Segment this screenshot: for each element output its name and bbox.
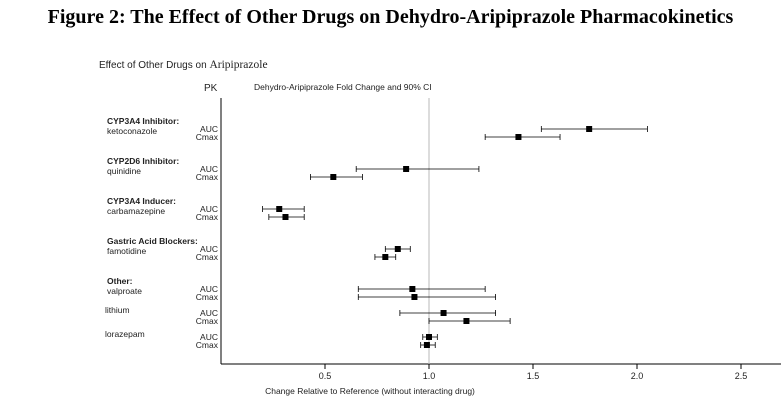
series-header: Dehydro-Aripiprazole Fold Change and 90%… (254, 82, 432, 92)
drug-label: valproate (107, 286, 142, 296)
point-estimate-marker (382, 254, 389, 260)
point-estimate-marker (515, 134, 522, 140)
point-estimate-marker (282, 214, 289, 220)
x-tick-label: 1.0 (423, 371, 436, 381)
drug-label: lorazepam (105, 329, 145, 339)
pk-label: AUC (200, 284, 218, 294)
pk-label: AUC (200, 308, 218, 318)
pk-label: Cmax (196, 252, 219, 262)
figure-title: Figure 2: The Effect of Other Drugs on D… (47, 6, 734, 28)
pk-label: Cmax (196, 316, 219, 326)
pk-label: AUC (200, 332, 218, 342)
x-axis-label: Change Relative to Reference (without in… (265, 386, 475, 396)
pk-label: Cmax (196, 340, 219, 350)
group-category-label: CYP3A4 Inhibitor: (107, 116, 179, 126)
pk-label: AUC (200, 124, 218, 134)
pk-label: Cmax (196, 132, 219, 142)
pk-label: Cmax (196, 212, 219, 222)
drug-label: lithium (105, 305, 130, 315)
group-category-label: CYP3A4 Inducer: (107, 196, 176, 206)
x-tick-label: 1.5 (527, 371, 540, 381)
x-tick-label: 2.0 (631, 371, 644, 381)
pk-column-header: PK (204, 83, 218, 94)
drug-label: quinidine (107, 166, 141, 176)
pk-label: Cmax (196, 292, 219, 302)
plot-layer: 0.51.01.52.02.53.0CYP3A4 Inhibitor:ketoc… (105, 98, 781, 381)
group-category-label: Gastric Acid Blockers: (107, 236, 198, 246)
x-tick-label: 2.5 (735, 371, 748, 381)
point-estimate-marker (330, 174, 337, 180)
chart-title-drug: Aripiprazole (209, 59, 267, 71)
x-tick-label: 0.5 (319, 371, 332, 381)
point-estimate-marker (426, 334, 432, 340)
point-estimate-marker (276, 206, 283, 212)
point-estimate-marker (394, 246, 401, 252)
point-estimate-marker (463, 318, 470, 324)
chart-title-prefix: Effect of Other Drugs on (99, 60, 209, 71)
point-estimate-marker (586, 126, 593, 132)
point-estimate-marker (440, 310, 447, 316)
group-category-label: CYP2D6 Inhibitor: (107, 156, 179, 166)
pk-label: AUC (200, 164, 218, 174)
point-estimate-marker (403, 166, 410, 172)
point-estimate-marker (423, 342, 430, 348)
drug-label: famotidine (107, 246, 146, 256)
pk-label: Cmax (196, 172, 219, 182)
drug-label: carbamazepine (107, 206, 165, 216)
pk-label: AUC (200, 244, 218, 254)
chart-title: Effect of Other Drugs on Aripiprazole (99, 59, 268, 71)
point-estimate-marker (409, 286, 416, 292)
group-category-label: Other: (107, 276, 133, 286)
pk-label: AUC (200, 204, 218, 214)
drug-label: ketoconazole (107, 126, 157, 136)
point-estimate-marker (411, 294, 418, 300)
